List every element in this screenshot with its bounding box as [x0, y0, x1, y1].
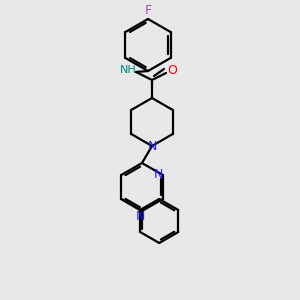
Text: F: F	[144, 4, 152, 17]
Text: N: N	[147, 140, 157, 152]
Text: NH: NH	[120, 65, 136, 75]
Text: N: N	[154, 169, 164, 182]
Text: N: N	[135, 209, 145, 223]
Text: O: O	[167, 64, 177, 76]
